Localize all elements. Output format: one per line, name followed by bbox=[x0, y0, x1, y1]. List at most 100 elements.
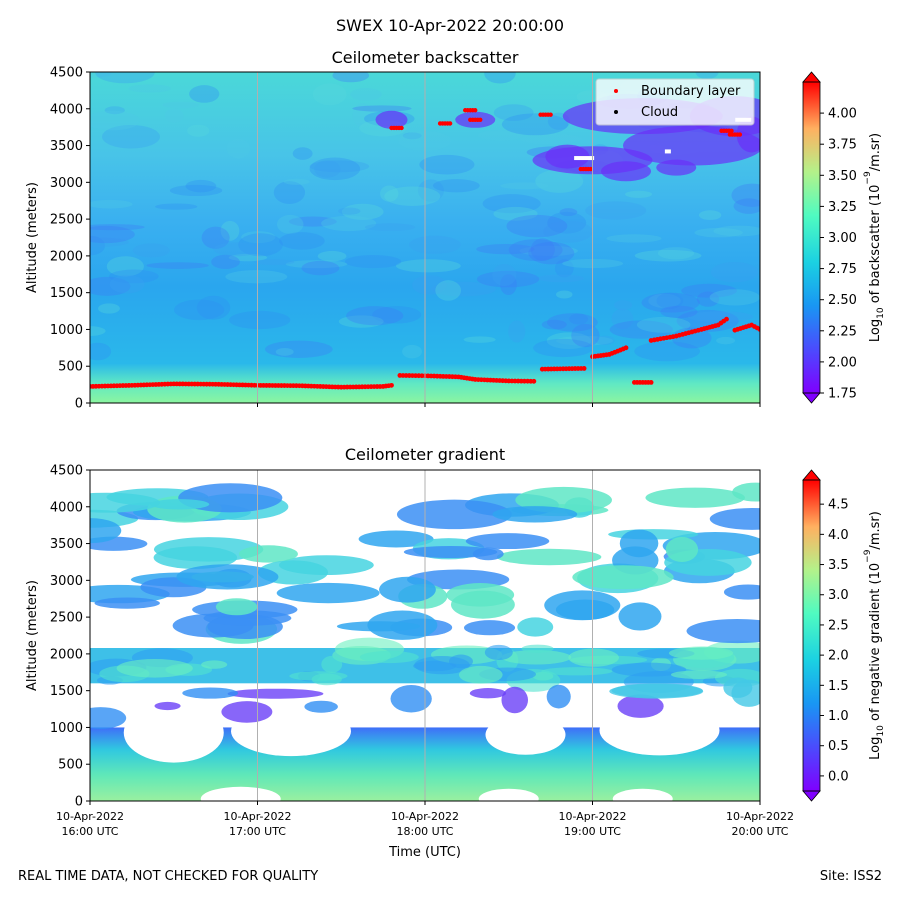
colorbar-tick-label: 2.0 bbox=[828, 649, 849, 664]
lower-gradient-patch bbox=[154, 701, 181, 711]
colorbar-extend-max bbox=[802, 71, 821, 83]
backscatter-texture bbox=[569, 313, 589, 325]
upper-boundary-point bbox=[473, 108, 478, 113]
backscatter-texture bbox=[609, 320, 673, 339]
backscatter-texture bbox=[229, 310, 291, 330]
colorbar-label-part: of negative gradient (10 bbox=[868, 563, 883, 725]
backscatter-texture bbox=[432, 179, 480, 193]
gradient-gap bbox=[200, 786, 281, 801]
gradient-gap bbox=[478, 788, 539, 801]
legend-marker-cloud bbox=[614, 110, 618, 114]
upper-boundary-point bbox=[588, 166, 593, 172]
backscatter-texture bbox=[501, 113, 569, 136]
y-tick-label: 500 bbox=[58, 360, 83, 375]
mid-gradient-texture bbox=[201, 660, 228, 669]
backscatter-texture bbox=[292, 147, 313, 160]
upper-gradient-patch bbox=[665, 536, 699, 562]
x-tick-label-date: 10-Apr-2022 bbox=[391, 810, 459, 823]
backscatter-texture bbox=[484, 72, 516, 84]
colorbar-label-part: /m.sr) bbox=[868, 511, 883, 549]
colorbar-label-part: /m.sr) bbox=[868, 133, 883, 171]
backscatter-texture bbox=[477, 130, 525, 141]
colorbar-label-part: of backscatter (10 bbox=[868, 185, 883, 308]
upper-gradient-patch bbox=[396, 499, 512, 530]
colorbar-tick-label: 2.75 bbox=[828, 262, 857, 277]
boundary-layer-point bbox=[623, 345, 629, 351]
backscatter-texture bbox=[476, 243, 535, 255]
upper-gradient-patch bbox=[215, 598, 258, 616]
mid-gradient-texture bbox=[359, 650, 419, 664]
legend-marker-boundary bbox=[614, 89, 618, 93]
backscatter-texture bbox=[614, 300, 633, 311]
upper-gradient-patch bbox=[572, 565, 674, 590]
backscatter-texture bbox=[155, 203, 198, 210]
boundary-layer-point bbox=[531, 378, 537, 384]
mid-gradient-texture bbox=[311, 673, 342, 686]
backscatter-texture bbox=[634, 249, 702, 262]
upper-boundary-point bbox=[729, 128, 734, 134]
y-tick-label: 4500 bbox=[50, 66, 83, 81]
colorbar-tick-label: 4.5 bbox=[828, 498, 849, 513]
colorbar-label-part: −9 bbox=[863, 171, 873, 185]
y-tick-label: 2500 bbox=[50, 213, 83, 228]
backscatter-texture bbox=[546, 313, 598, 332]
backscatter-texture bbox=[238, 233, 283, 257]
x-tick-label-time: 18:00 UTC bbox=[396, 825, 453, 838]
backscatter-texture bbox=[408, 235, 461, 254]
backscatter-texture bbox=[275, 347, 294, 356]
mid-gradient-texture bbox=[414, 656, 470, 675]
low-backscatter-region bbox=[601, 161, 651, 182]
backscatter-texture bbox=[146, 262, 209, 269]
backscatter-texture bbox=[90, 199, 133, 209]
backscatter-texture bbox=[556, 290, 573, 299]
low-backscatter-region bbox=[736, 116, 760, 153]
colorbar: 0.0 0.5 1.0 1.5 2.0 2.5 3.0 3.5 4.0 4.5 Log10 of n… bbox=[802, 469, 886, 802]
mid-gradient-texture bbox=[568, 648, 619, 667]
x-axis-label: Time (UTC) bbox=[388, 845, 461, 860]
x-tick-label-date: 10-Apr-2022 bbox=[223, 810, 291, 823]
backscatter-texture bbox=[384, 186, 441, 207]
colorbar-frame bbox=[802, 479, 821, 792]
upper-gradient-patch bbox=[336, 621, 421, 632]
backscatter-texture bbox=[278, 232, 325, 250]
backscatter-texture bbox=[90, 72, 112, 78]
boundary-layer-point bbox=[648, 380, 654, 385]
backscatter-texture bbox=[636, 316, 691, 333]
colorbar-tick-label: 4.0 bbox=[828, 528, 849, 543]
y-tick-label: 500 bbox=[58, 758, 83, 773]
backscatter-texture bbox=[201, 226, 230, 249]
colorbar-tick-label: 0.0 bbox=[828, 769, 849, 784]
mid-gradient-texture bbox=[668, 646, 734, 660]
backscatter-texture bbox=[364, 223, 416, 232]
backscatter-texture bbox=[288, 216, 337, 227]
backscatter-texture bbox=[241, 231, 276, 244]
backscatter-texture bbox=[90, 237, 129, 247]
x-tick-label-date: 10-Apr-2022 bbox=[56, 810, 124, 823]
legend-label-boundary: Boundary layer bbox=[641, 84, 741, 99]
y-tick-label: 4500 bbox=[50, 464, 83, 479]
upper-gradient-patch bbox=[207, 614, 283, 640]
backscatter-texture bbox=[317, 250, 347, 262]
upper-gradient-patch bbox=[153, 546, 238, 569]
colorbar-tick-label: 3.25 bbox=[828, 200, 857, 215]
upper-gradient-patch bbox=[238, 545, 298, 563]
upper-boundary-point bbox=[737, 132, 743, 137]
backscatter-texture bbox=[698, 210, 722, 221]
backscatter-texture bbox=[634, 341, 700, 362]
backscatter-texture bbox=[283, 178, 310, 185]
backscatter-texture bbox=[606, 234, 662, 243]
backscatter-texture bbox=[350, 88, 382, 101]
backscatter-texture bbox=[696, 291, 720, 307]
backscatter-texture bbox=[556, 335, 613, 346]
backscatter-texture bbox=[559, 208, 578, 217]
x-tick-label-time: 17:00 UTC bbox=[229, 825, 286, 838]
backscatter-texture bbox=[554, 259, 574, 278]
backscatter-texture bbox=[530, 238, 555, 262]
lower-gradient-patch bbox=[501, 686, 529, 714]
backscatter-texture bbox=[106, 256, 144, 277]
upper-gradient-patch bbox=[686, 618, 760, 644]
backscatter-texture bbox=[162, 101, 200, 109]
backscatter-plot: 0 500 1000 1500 2000 2500 3000 3500 4000 4500 Alti… bbox=[25, 66, 886, 412]
backscatter-texture bbox=[537, 274, 585, 283]
backscatter-texture bbox=[109, 274, 145, 294]
